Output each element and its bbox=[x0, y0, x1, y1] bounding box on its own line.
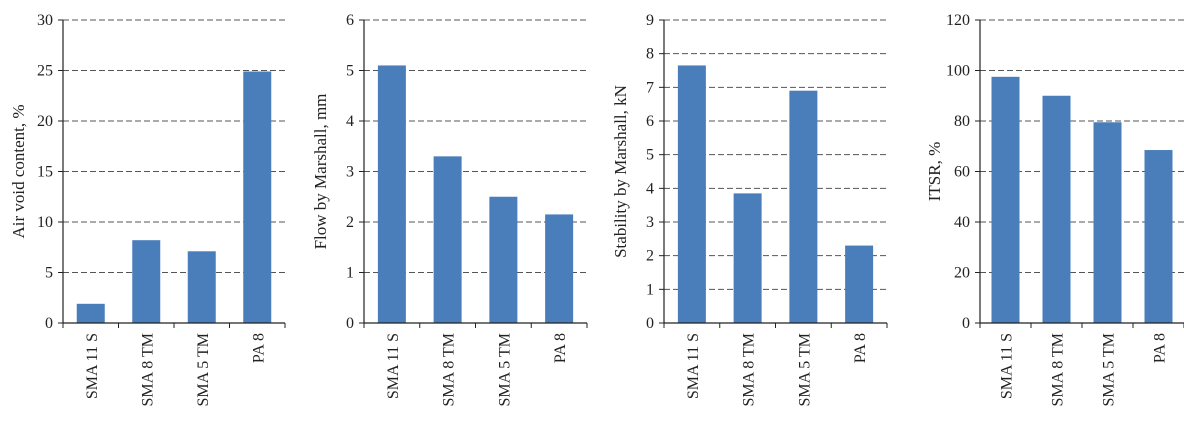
x-tick-label: SMA 11 S bbox=[385, 333, 402, 399]
y-tick-label: 4 bbox=[346, 113, 354, 130]
y-tick-label: 15 bbox=[37, 164, 53, 181]
y-tick-label: 120 bbox=[946, 12, 970, 29]
y-tick-label: 2 bbox=[646, 248, 654, 265]
y-axis-title: Stability by Marshall, kN bbox=[611, 85, 630, 258]
y-tick-label: 5 bbox=[646, 147, 654, 164]
x-tick-label: PA 8 bbox=[1152, 333, 1169, 363]
bar-pa-8 bbox=[1144, 150, 1173, 323]
y-axis-title: Flow by Marshall, mm bbox=[311, 94, 330, 250]
y-tick-label: 0 bbox=[962, 315, 970, 332]
y-tick-label: 1 bbox=[346, 265, 354, 282]
y-tick-label: 20 bbox=[37, 113, 53, 130]
y-tick-label: 0 bbox=[346, 315, 354, 332]
x-tick-label: SMA 8 TM bbox=[741, 333, 758, 407]
bar-sma-8-tm bbox=[433, 156, 462, 323]
y-tick-label: 3 bbox=[646, 214, 654, 231]
bar-sma-5-tm bbox=[489, 196, 518, 323]
x-tick-label: SMA 5 TM bbox=[195, 333, 212, 407]
x-tick-label: PA 8 bbox=[552, 333, 569, 363]
y-tick-label: 5 bbox=[346, 63, 354, 80]
x-tick-label: SMA 5 TM bbox=[496, 333, 513, 407]
chart-panel-3: 0 1 2 3 4 5 6 7 8 9 SMA 11 S SMA 8 TM SMA 5 TM PA 8 St… bbox=[611, 12, 888, 407]
bar-sma-5-tm bbox=[1093, 122, 1122, 323]
x-tick-label: SMA 8 TM bbox=[1050, 333, 1067, 407]
x-tick-label: SMA 11 S bbox=[84, 333, 101, 399]
y-tick-label: 1 bbox=[646, 281, 654, 298]
y-tick-label: 7 bbox=[646, 79, 654, 96]
y-tick-label: 10 bbox=[37, 214, 53, 231]
bar-sma-11-s bbox=[991, 76, 1020, 323]
y-tick-label: 0 bbox=[646, 315, 654, 332]
y-tick-label: 60 bbox=[954, 164, 970, 181]
bar-sma-5-tm bbox=[789, 90, 818, 323]
y-tick-label: 20 bbox=[954, 265, 970, 282]
y-tick-label: 6 bbox=[646, 113, 654, 130]
x-tick-label: SMA 8 TM bbox=[441, 333, 458, 407]
bar-sma-11-s bbox=[76, 303, 105, 323]
bar-pa-8 bbox=[545, 214, 574, 323]
y-tick-label: 8 bbox=[646, 46, 654, 63]
chart-panel-1: 0 5 10 15 20 25 30 SMA 11 S SMA 8 TM SMA 5 TM PA 8… bbox=[9, 12, 286, 407]
y-tick-label: 3 bbox=[346, 164, 354, 181]
x-tick-label: SMA 11 S bbox=[999, 333, 1016, 399]
y-axis-title: Air void content, % bbox=[9, 104, 28, 238]
y-tick-label: 25 bbox=[37, 63, 53, 80]
x-tick-label: SMA 8 TM bbox=[139, 333, 156, 407]
y-tick-label: 2 bbox=[346, 214, 354, 231]
bar-sma-11-s bbox=[377, 65, 406, 323]
chart-panel-4: 0 20 40 60 80 100 120 SMA 11 S SMA 8 TM SMA 5 TM P… bbox=[925, 12, 1184, 407]
x-tick-label: SMA 5 TM bbox=[796, 333, 813, 407]
y-tick-label: 0 bbox=[45, 315, 53, 332]
bar-sma-5-tm bbox=[187, 251, 216, 323]
y-tick-label: 30 bbox=[37, 12, 53, 29]
x-tick-label: PA 8 bbox=[250, 333, 267, 363]
bar-pa-8 bbox=[845, 245, 874, 323]
y-tick-label: 80 bbox=[954, 113, 970, 130]
y-tick-label: 9 bbox=[646, 12, 654, 29]
bar-sma-8-tm bbox=[1042, 95, 1071, 323]
x-tick-label: PA 8 bbox=[852, 333, 869, 363]
bar-sma-11-s bbox=[677, 65, 706, 323]
y-tick-label: 40 bbox=[954, 214, 970, 231]
y-tick-label: 6 bbox=[346, 12, 354, 29]
y-tick-label: 100 bbox=[946, 63, 970, 80]
y-tick-label: 4 bbox=[646, 180, 654, 197]
chart-panel-2: 0 1 2 3 4 5 6 SMA 11 S SMA 8 TM SMA 5 TM PA 8 Flow … bbox=[311, 12, 588, 407]
x-tick-label: SMA 5 TM bbox=[1101, 333, 1118, 407]
y-tick-label: 5 bbox=[45, 265, 53, 282]
bar-sma-8-tm bbox=[733, 193, 762, 323]
y-axis-title: ITSR, % bbox=[925, 142, 944, 202]
x-tick-label: SMA 11 S bbox=[685, 333, 702, 399]
bar-pa-8 bbox=[243, 71, 272, 323]
bar-sma-8-tm bbox=[132, 240, 161, 323]
